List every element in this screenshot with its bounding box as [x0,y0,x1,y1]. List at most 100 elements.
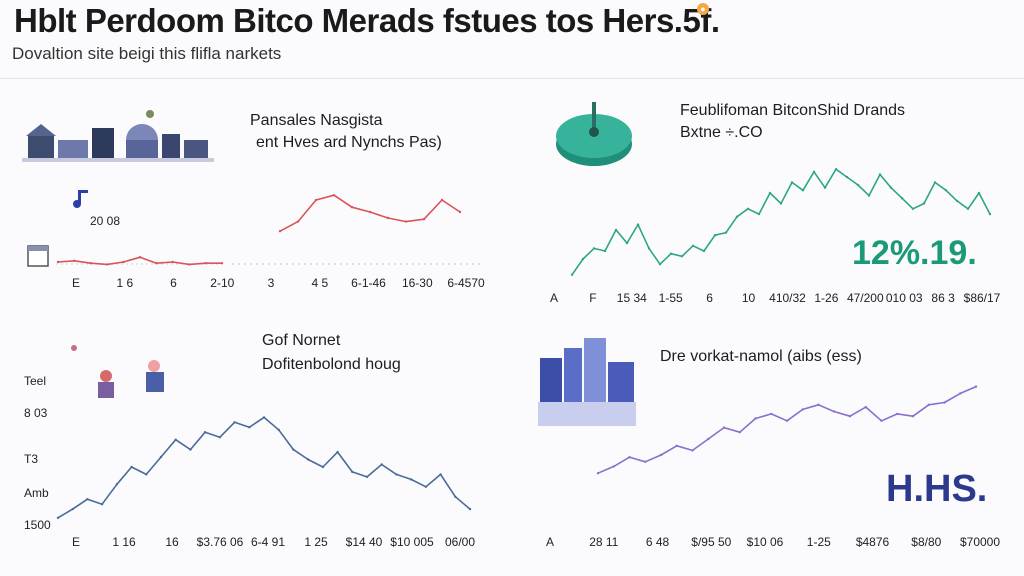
chart-4-big-value: H.HS. [886,468,988,510]
chart-2-series-1-point-4 [603,249,607,253]
chart-2-series-1-point-20 [779,202,783,205]
chart-3-series-1-point-18 [306,458,310,461]
chart-3-series-1-point-19 [321,465,325,469]
chart-1-x-tick-1: E [72,276,80,290]
chart-1-x-tick-7: 6-1-46 [351,276,386,290]
chart-1-title-line2: ent Hves ard Nynchs Pas) [256,134,442,151]
chart-2-series-1-point-1 [570,273,574,276]
chart-4-title-line1: Dre vorkat-namol (aibs (ess) [660,348,862,365]
page-title: Hblt Perdoom Bitco Merads fstues tos Her… [14,2,720,39]
chart-2-x-tick-2: F [589,291,596,305]
city-buildings-illustration-icon [538,338,636,426]
chart-panel-3: E 1 16 16 $3.76 06 6-4 91 1 25 $14 40 $10 005 06… [12,318,492,558]
chart-3-title-line1: Gof Nornet [262,332,341,349]
chart-3-x-tick-9: 06/00 [445,535,475,549]
chart-3-side-label-3: T3 [24,452,39,466]
chart-4-series-1-point-4 [644,460,647,463]
chart-4-series-1-point-24 [959,392,962,395]
chart-4-series-1-point-10 [738,431,741,434]
chart-2-series-1-point-6 [625,241,629,245]
chart-3-x-tick-6: 1 25 [304,535,328,549]
chart-3-series-1-point-17 [292,448,295,451]
chart-4-series-1-point-25 [974,385,978,388]
chart-2-x-tick-5: 6 [706,291,713,305]
chart-2-series-1-point-3 [592,247,596,250]
chart-4-series-1-point-17 [848,415,852,418]
chart-1-series-1-point-3 [89,262,93,265]
chart-2-series-1-point-8 [647,247,651,250]
chart-2-series-1-point-30 [889,186,893,189]
chart-3-series-1-point-5 [115,483,119,486]
chart-1-series-2-point-8 [404,220,408,223]
chart-1-series-1-point-5 [122,260,125,264]
chart-4-series-1-point-7 [691,449,694,452]
chart-3-series-1-point-3 [86,498,89,501]
chart-1-x-tick-6: 4 5 [311,276,328,290]
chart-1-svg: E 1 6 6 2-10 3 4 5 6-1-46 16-30 6-4570 [22,110,485,290]
chart-1-series-1-point-1 [56,260,60,264]
chart-4-x-tick-7: $4876 [856,535,890,549]
chart-2-series-1-point-15 [724,231,728,234]
chart-4-series-1-point-1 [596,472,600,475]
chart-1-x-tick-5: 3 [268,276,275,290]
chart-1-series-2-point-2 [296,220,300,223]
chart-4-x-tick-4: $/95 50 [691,535,731,549]
chart-4-series-1-line [597,385,977,474]
chart-2-series-1-point-18 [757,212,761,216]
chart-4-series-1-point-12 [770,412,773,416]
chart-2-series-1-point-37 [966,207,970,210]
chart-4-series-1-point-2 [612,465,615,468]
chart-2-series-1-point-32 [911,207,915,210]
chart-3-series-1-point-27 [439,473,442,476]
chart-2-series-1-point-29 [878,173,882,176]
chart-4-series-1-point-15 [817,403,820,406]
chart-3-series-1-point-9 [174,438,177,441]
chart-2-series-1-point-5 [614,228,618,232]
chart-2-series-1-point-21 [790,181,794,184]
chart-1-title-line1: Pansales Nasgista [250,112,383,129]
chart-2-series-1-point-22 [801,189,805,192]
chart-3-series-1-point-15 [262,416,266,419]
chart-4-x-tick-2: 28 11 [589,535,618,549]
chart-2-series-1-point-28 [867,194,871,197]
chart-3-side-label-5: 1500 [24,518,51,532]
chart-2-x-tick-1: A [550,291,558,305]
chart-3-series-1-point-11 [203,431,207,434]
chart-2-big-value: 12%.19. [852,234,977,272]
chart-1-series-1-point-7 [155,262,158,265]
chart-3-series-1-point-25 [409,478,413,481]
chart-4-series-1-point-18 [864,405,867,409]
chart-3-x-tick-4: $3.76 06 [197,535,244,549]
chart-1-x-tick-4: 2-10 [210,276,234,290]
chart-2-x-tick-11: 86 3 [931,291,955,305]
calendar-icon [27,245,49,267]
chart-3-series-1-point-20 [336,450,339,454]
chart-2-series-1-point-14 [713,234,717,237]
chart-2-x-tick-9: 47/200 [847,291,884,305]
chart-2-x-tick-8: 1-26 [814,291,838,305]
chart-1-series-2-point-3 [314,198,318,202]
chart-1-x-tick-2: 1 6 [116,276,133,290]
chart-3-series-1-point-29 [468,507,472,511]
chart-2-series-1-point-19 [768,191,772,195]
chart-2-series-1-point-2 [581,257,585,261]
chart-2-series-1-point-7 [636,223,640,226]
chart-3-series-1-point-10 [189,448,192,451]
chart-1-x-tick-9: 6-4570 [447,276,485,290]
chart-2-series-1-point-16 [735,215,739,218]
chart-1-series-2-point-7 [386,216,390,220]
chart-2-series-1-point-9 [658,263,662,266]
chart-4-series-1-point-14 [801,408,804,411]
chart-3-series-1-point-26 [424,485,428,488]
chart-1-series-2-point-4 [332,194,336,197]
chart-2-title-line2: Bxtne ÷.CO [680,124,763,141]
chart-2-x-tick-7: 410/32 [769,291,806,305]
chart-1-series-2-point-6 [368,210,372,214]
chart-4-series-1-point-19 [880,419,883,422]
chart-3-x-tick-8: $10 005 [390,535,434,549]
chart-2-series-1-point-25 [834,168,838,171]
teal-disc-illustration-icon [556,102,632,166]
chart-4-series-1-point-11 [754,417,757,420]
chart-2-series-1-point-38 [977,191,981,195]
music-note-icon [73,190,88,208]
